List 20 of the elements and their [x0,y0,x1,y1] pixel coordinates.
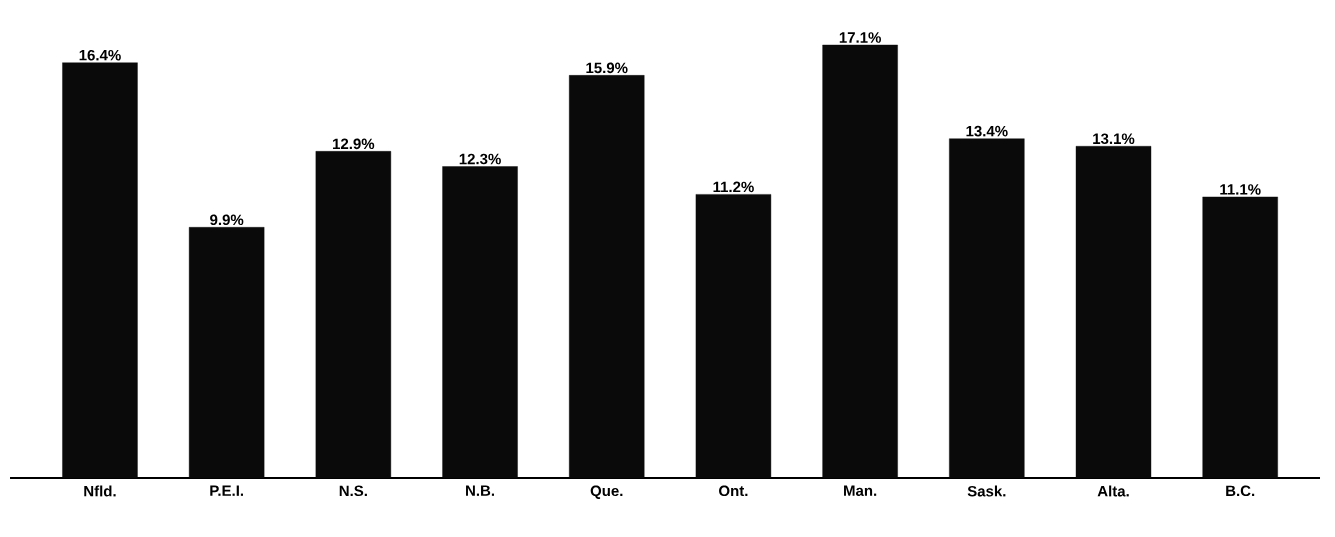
data-label: 16.4% [79,49,121,61]
data-label: 17.1% [839,32,881,43]
x-tick-label: Ont. [719,485,748,497]
x-tick-label: Nfld. [84,485,116,497]
x-tick-label: Sask. [967,485,1006,497]
x-tick-label: N.S. [339,485,367,497]
data-label: 9.9% [210,214,244,226]
x-tick-label: Man. [844,485,877,496]
x-tick-label: Alta. [1097,485,1129,497]
x-tick-label: P.E.I. [210,485,244,496]
x-tick-label: B.C. [1226,485,1255,497]
data-label: 12.9% [333,138,375,150]
data-label: 12.3% [459,153,501,165]
data-label: 11.1% [1220,184,1261,195]
data-label: 13.1% [1093,133,1135,145]
data-label: 11.2% [713,181,754,193]
data-label: 13.4% [966,125,1008,137]
data-label: 15.9% [586,62,628,74]
x-tick-label: N.B. [466,485,495,496]
x-tick-label: Que. [590,485,623,499]
